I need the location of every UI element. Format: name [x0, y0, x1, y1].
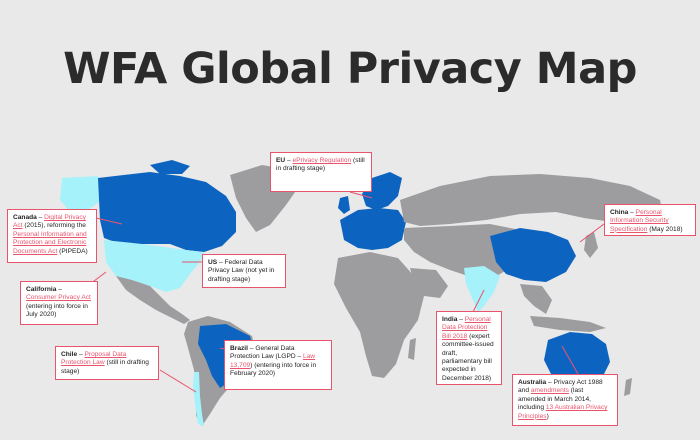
callout-california: California – Consumer Privacy Act (enter…: [20, 281, 98, 325]
connector-australia: [561, 345, 579, 375]
digital-privacy-act-link[interactable]: Digital Privacy Act: [13, 214, 86, 230]
arabia: [410, 268, 448, 298]
new-zealand: [624, 378, 632, 396]
callout-brazil-region: Brazil: [230, 345, 248, 352]
china: [490, 228, 576, 282]
chile: [193, 372, 204, 426]
canada: [98, 172, 236, 252]
connector-canada: [95, 217, 123, 225]
callout-us-region: US: [208, 259, 218, 266]
callout-australia-sep: –: [546, 379, 554, 386]
callout-canada: Canada – Digital Privacy Act (2015), ref…: [7, 209, 97, 263]
personal-information-security-specification-link[interactable]: Personal Information Security Specificat…: [610, 209, 669, 233]
eprivacy-regulation-link[interactable]: ePrivacy Regulation: [292, 157, 352, 164]
callout-canada-region: Canada: [13, 214, 37, 221]
callout-eu-region: EU: [276, 157, 286, 164]
map-title: WFA Global Privacy Map: [63, 44, 637, 94]
callout-canada-text: (PIPEDA): [57, 247, 88, 255]
connector-chile: [159, 369, 197, 393]
personal-data-protection-bill-link[interactable]: Personal Data Protection Bill 2018: [442, 316, 491, 340]
connector-eu: [349, 191, 373, 199]
callout-us-sep: –: [217, 259, 225, 266]
callout-chile-text: (still in drafting stage): [61, 359, 149, 375]
callout-india-text: (expert committee-issued draft, parliame…: [442, 332, 494, 382]
law-13709-link[interactable]: Law 13,709: [230, 353, 316, 369]
australia: [544, 332, 610, 386]
callout-chile-sep: –: [77, 351, 85, 358]
callout-chile: Chile – Proposal Data Protection Law (st…: [55, 346, 159, 380]
callout-brazil-sep: –: [247, 345, 256, 352]
callout-india: India – Personal Data Protection Bill 20…: [436, 311, 502, 385]
callout-china-sep: –: [628, 209, 636, 216]
callout-eu-text: (still in drafting stage): [276, 157, 365, 173]
callout-california-text: (entering into force in July 2020): [26, 302, 88, 319]
madagascar: [408, 338, 416, 360]
pipeda-link[interactable]: Personal Information and Protection and …: [13, 230, 87, 255]
callout-eu-sep: –: [285, 157, 293, 164]
callout-china: China – Personal Information Security Sp…: [604, 204, 696, 236]
indonesia: [530, 316, 606, 332]
callout-australia-text: ): [546, 412, 549, 420]
scandinavia: [362, 172, 402, 210]
callout-brazil-pre: General Data Protection Law (LGPD –: [230, 345, 303, 361]
callout-california-sep: –: [56, 286, 62, 293]
callout-canada-mid: (2015), reforming the: [22, 222, 86, 230]
callout-india-sep: –: [457, 316, 465, 323]
consumer-privacy-act-link[interactable]: Consumer Privacy Act: [26, 294, 91, 302]
proposal-data-protection-law-link[interactable]: Proposal Data Protection Law: [61, 351, 127, 367]
callout-australia: Australia – Privacy Act 1988 and amendme…: [512, 374, 618, 426]
callout-india-region: India: [442, 316, 458, 323]
uk: [338, 196, 350, 214]
mexico: [116, 276, 190, 324]
usa: [104, 240, 204, 292]
connector-china: [579, 223, 605, 243]
india: [464, 266, 500, 312]
europe: [340, 208, 406, 250]
australian-privacy-principles-link[interactable]: 13 Australian Privacy Principles: [518, 404, 608, 420]
callout-chile-region: Chile: [61, 351, 78, 358]
callout-eu: EU – ePrivacy Regulation (still in draft…: [270, 152, 372, 192]
southeast-asia: [520, 284, 552, 314]
amendments-link[interactable]: amendments: [530, 387, 569, 395]
callout-california-region: California: [26, 286, 57, 293]
callout-us-text: Federal Data Privacy Law (not yet in dra…: [208, 259, 275, 283]
arctic-islands: [150, 160, 190, 174]
callout-china-text: (May 2018): [647, 225, 683, 233]
callout-brazil: Brazil – General Data Protection Law (LG…: [224, 340, 332, 390]
callout-us: US – Federal Data Privacy Law (not yet i…: [202, 254, 286, 288]
callout-canada-sep: –: [36, 214, 45, 221]
callout-australia-region: Australia: [518, 379, 547, 386]
callout-australia-pre: Privacy Act 1988 and: [518, 379, 603, 395]
russia: [400, 174, 664, 226]
callout-brazil-text: ) (entering into force in February 2020): [230, 361, 317, 378]
japan: [584, 232, 598, 258]
callout-china-region: China: [610, 209, 629, 216]
callout-australia-mid: (last amended in March 2014, including: [518, 387, 591, 412]
alaska: [60, 176, 102, 212]
africa: [334, 252, 424, 378]
